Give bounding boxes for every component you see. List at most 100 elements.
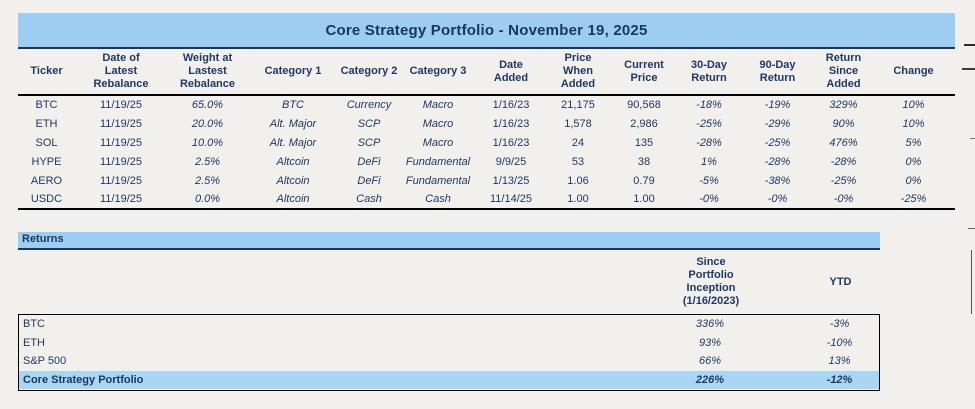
cell-weight: 20.0% <box>191 117 224 130</box>
col-header-ticker: Ticker <box>30 65 63 77</box>
cell-current-price: 135 <box>634 136 654 149</box>
portfolio-row-ETH: ETH 11/19/25 20.0% Alt. Major SCP Macro 1/16/2… <box>18 114 955 133</box>
returns-section-label: Returns <box>22 233 64 245</box>
cell-category-3: Fundamental <box>405 174 471 187</box>
cell-return-30d: -5% <box>699 174 719 187</box>
cell-return-since-added: 90% <box>832 117 855 130</box>
cell-return-90d: -29% <box>764 117 791 130</box>
cell-rebalance-date: 11/19/25 <box>99 136 142 149</box>
col-header-return-90d: 90-Day Return <box>759 58 796 84</box>
returns-inception-value: 66% <box>698 355 722 368</box>
returns-label: S&P 500 <box>23 355 67 368</box>
cell-rebalance-date: 11/19/25 <box>99 155 142 168</box>
portfolio-row-SOL: SOL 11/19/25 10.0% Alt. Major SCP Macro 1/16/2… <box>18 133 955 152</box>
cell-price-when-added: 24 <box>571 136 585 149</box>
returns-table: BTC 336% -3% ETH 93% -10% S&P 500 66% 13% Core St… <box>18 314 880 391</box>
cell-return-since-added: 476% <box>829 136 858 149</box>
cell-date-added: 1/16/23 <box>492 117 530 130</box>
cell-change: 5% <box>905 136 922 149</box>
cell-rebalance-date: 11/19/25 <box>99 174 142 187</box>
cell-price-when-added: 1.00 <box>567 193 589 205</box>
cell-date-added: 9/9/25 <box>495 155 527 168</box>
cell-price-when-added: 1,578 <box>564 117 592 130</box>
returns-ytd-value: -12% <box>826 373 853 386</box>
cell-return-since-added: -28% <box>830 155 857 168</box>
cell-weight: 65.0% <box>191 99 224 111</box>
col-header-change: Change <box>893 65 934 77</box>
cell-return-30d: -25% <box>696 117 722 130</box>
cell-current-price: 90,568 <box>627 99 661 111</box>
returns-row: Core Strategy Portfolio 226% -12% <box>19 370 879 389</box>
cell-return-90d: -25% <box>764 136 791 149</box>
adjacent-cell-border-artifact <box>964 44 975 46</box>
cell-weight: 0.0% <box>194 193 221 205</box>
portfolio-row-AERO: AERO 11/19/25 2.5% Altcoin DeFi Fundamental 1/… <box>18 171 955 190</box>
cell-change: 10% <box>902 99 925 111</box>
cell-date-added: 1/16/23 <box>492 136 530 149</box>
col-header-category-1: Category 1 <box>264 65 322 77</box>
portfolio-row-USDC: USDC 11/19/25 0.0% Altcoin Cash Cash 11/14/25 1… <box>18 190 955 209</box>
cell-category-3: Macro <box>422 117 454 130</box>
cell-return-90d: -0% <box>767 193 788 205</box>
portfolio-row-HYPE: HYPE 11/19/25 2.5% Altcoin DeFi Fundamental 9/… <box>18 152 955 171</box>
cell-change: -25% <box>900 193 927 205</box>
portfolio-table: Ticker Date of Latest Rebalance Weight at Las… <box>18 49 955 210</box>
cell-category-2: SCP <box>357 136 381 149</box>
cell-current-price: 1.00 <box>633 193 655 205</box>
returns-label: ETH <box>23 336 45 349</box>
returns-col-header-ytd: YTD <box>829 275 852 288</box>
returns-ytd-value: -10% <box>826 336 853 349</box>
col-header-category-2: Category 2 <box>340 65 398 77</box>
cell-date-added: 11/14/25 <box>489 193 532 205</box>
cell-category-1: BTC <box>282 99 304 111</box>
returns-col-header-inception: Since Portfolio Inception (1/16/2023) <box>682 256 740 307</box>
cell-category-2: SCP <box>357 117 381 130</box>
returns-row: BTC 336% -3% <box>19 315 879 334</box>
col-header-rebalance-date: Date of Latest Rebalance <box>93 52 149 90</box>
cell-weight: 10.0% <box>191 136 224 149</box>
cell-weight: 2.5% <box>194 174 221 187</box>
cell-category-2: Currency <box>346 99 392 111</box>
returns-column-headers: Since Portfolio Inception (1/16/2023) YTD <box>18 251 880 313</box>
cell-rebalance-date: 11/19/25 <box>99 117 142 130</box>
returns-ytd-value: -3% <box>829 318 850 331</box>
cell-return-90d: -19% <box>764 99 791 111</box>
cell-return-since-added: -25% <box>830 174 857 187</box>
cell-rebalance-date: 11/19/25 <box>99 193 142 205</box>
cell-ticker: USDC <box>30 193 63 205</box>
returns-label: BTC <box>23 318 45 331</box>
cell-ticker: BTC <box>35 99 58 111</box>
cell-rebalance-date: 11/19/25 <box>99 99 142 111</box>
cell-return-90d: -28% <box>764 155 791 168</box>
adjacent-cell-border-artifact <box>962 68 975 70</box>
portfolio-title: Core Strategy Portfolio - November 19, 2… <box>325 21 648 39</box>
returns-row: S&P 500 66% 13% <box>19 352 879 371</box>
cell-category-1: Alt. Major <box>269 117 317 130</box>
cell-category-3: Fundamental <box>405 155 471 168</box>
returns-table-body: BTC 336% -3% ETH 93% -10% S&P 500 66% 13% Core St… <box>19 315 879 389</box>
adjacent-cell-border-artifact <box>971 250 972 314</box>
col-header-weight: Weight at Lastest Rebalance <box>179 52 236 90</box>
returns-row: ETH 93% -10% <box>19 334 879 353</box>
cell-category-1: Altcoin <box>276 155 310 168</box>
cell-ticker: HYPE <box>31 155 62 168</box>
cell-return-30d: 1% <box>701 155 717 168</box>
cell-weight: 2.5% <box>194 155 221 168</box>
col-header-current-price: Current Price <box>624 58 664 84</box>
col-header-date-added: Date Added <box>493 58 529 84</box>
col-header-return-since-added: Return Since Added <box>825 52 862 90</box>
cell-category-1: Alt. Major <box>269 136 317 149</box>
col-header-category-3: Category 3 <box>409 65 467 77</box>
portfolio-table-section: Core Strategy Portfolio - November 19, 2… <box>18 13 955 210</box>
cell-ticker: ETH <box>35 117 58 130</box>
cell-return-90d: -38% <box>764 174 791 187</box>
cell-price-when-added: 21,175 <box>561 99 595 111</box>
portfolio-header-row: Ticker Date of Latest Rebalance Weight at Las… <box>18 49 955 95</box>
adjacent-cell-border-artifact <box>970 138 975 139</box>
cell-category-3: Cash <box>425 193 451 205</box>
cell-change: 0% <box>905 174 922 187</box>
returns-label: Core Strategy Portfolio <box>23 373 144 386</box>
cell-change: 10% <box>902 117 925 130</box>
col-header-price-when-added: Price When Added <box>560 52 596 90</box>
cell-price-when-added: 53 <box>571 155 585 168</box>
